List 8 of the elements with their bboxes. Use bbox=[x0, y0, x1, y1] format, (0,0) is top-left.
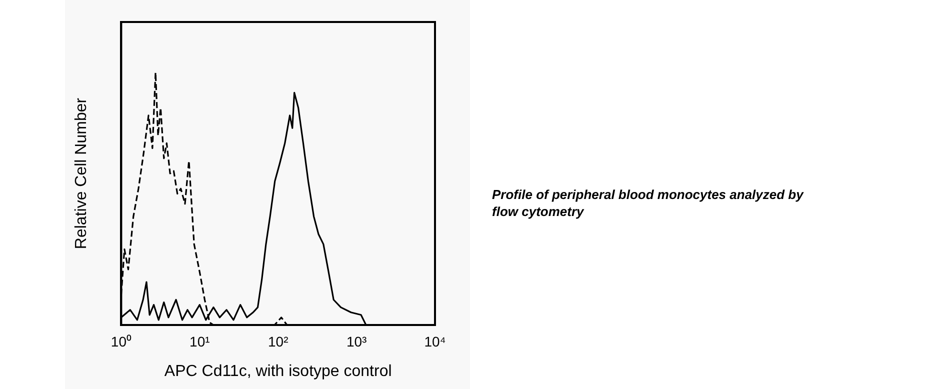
y-axis-title: Relative Cell Number bbox=[73, 97, 90, 250]
x-tick-label: 10⁰ bbox=[110, 333, 132, 350]
text: Profile of peripheral blood monocytes analyzed by flow cytometry bbox=[492, 186, 805, 220]
x-tick-label: 10³ bbox=[346, 333, 368, 350]
x-axis-title: APC Cd11c, with isotype control bbox=[164, 362, 392, 380]
x-tick-label: 10² bbox=[268, 333, 289, 350]
x-tick-label: 10⁴ bbox=[424, 333, 446, 350]
x-tick-label: 10¹ bbox=[190, 333, 210, 350]
